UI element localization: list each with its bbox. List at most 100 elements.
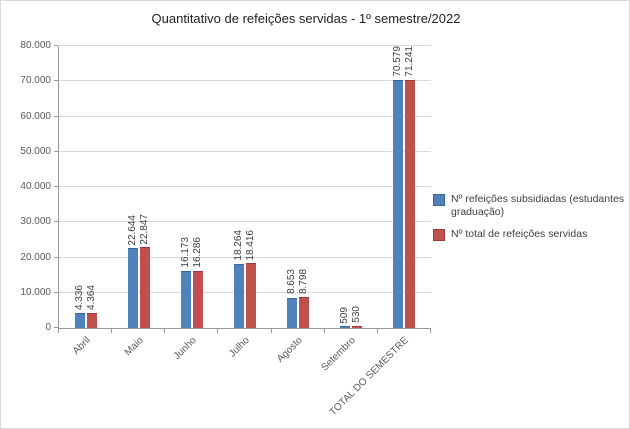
bar-group-junho: 16.173 16.286 xyxy=(165,46,218,328)
x-category-label: Maio xyxy=(122,335,146,359)
bar-value-label: 530 xyxy=(351,306,363,324)
y-tick-mark xyxy=(54,80,58,82)
x-category-label: Junho xyxy=(171,335,199,363)
bar-group-maio: 22.644 22.847 xyxy=(112,46,165,328)
bar-series1 xyxy=(287,297,298,328)
x-category-label: Setembro xyxy=(319,335,359,374)
x-tick-mark xyxy=(270,329,272,333)
y-tick-label: 60.000 xyxy=(20,110,51,122)
bar-series1 xyxy=(74,312,85,328)
x-axis-labels: Abril Maio Junho Julho Agosto Setembro TOTAL D… xyxy=(58,335,430,427)
bar-value-label: 70.579 xyxy=(392,46,404,77)
y-tick-mark xyxy=(54,45,58,46)
bar-value-label: 4.364 xyxy=(85,284,97,310)
chart-title: Quantitativo de refeições servidas - 1º … xyxy=(151,11,461,26)
bar-group-julho: 18.264 18.416 xyxy=(218,46,271,328)
bar-value-label: 71.241 xyxy=(404,46,416,77)
x-tick-mark xyxy=(58,329,59,333)
gridline xyxy=(59,150,431,152)
bar-series2 xyxy=(405,79,416,328)
y-tick-mark xyxy=(54,221,58,223)
bar-series1 xyxy=(127,248,138,328)
x-category-label: Agosto xyxy=(275,335,305,365)
legend-swatch-series2 xyxy=(433,229,445,242)
bar-value-label: 4.336 xyxy=(73,284,85,310)
gridline xyxy=(59,186,431,187)
legend-item-series2: Nº total de refeições servidas xyxy=(433,228,625,242)
bar-series2 xyxy=(139,247,150,328)
bar-group-agosto: 8.653 8.798 xyxy=(272,46,325,328)
x-tick-mark xyxy=(323,329,325,333)
y-tick-mark xyxy=(54,327,58,328)
x-tick-mark xyxy=(111,329,113,333)
bar-wrap: 71.241 xyxy=(404,46,416,328)
gridline xyxy=(59,221,431,223)
bar-series2 xyxy=(192,270,203,328)
plot-area: 4.336 4.364 22.644 22.847 16.173 16.286 18.264… xyxy=(58,45,431,329)
x-tick-mark xyxy=(376,329,378,333)
bar-value-label: 18.416 xyxy=(244,229,256,261)
legend-swatch-series1 xyxy=(433,194,445,206)
x-category-label: Abril xyxy=(70,335,93,357)
bar-value-label: 8.798 xyxy=(298,268,310,294)
legend-label: Nº refeições subsidiadas (estudantes gra… xyxy=(451,193,625,219)
y-axis-labels: 0 10.000 20.000 30.000 40.000 50.000 60.000 70.… xyxy=(1,41,51,333)
bar-wrap: 530 xyxy=(351,46,363,328)
bar-value-label: 8.653 xyxy=(286,269,298,295)
bar-series2 xyxy=(86,312,97,328)
y-tick-mark xyxy=(54,186,58,187)
x-tick-mark xyxy=(430,329,431,333)
gridline xyxy=(59,115,431,117)
bar-series2 xyxy=(245,263,256,328)
gridline xyxy=(59,80,431,82)
bar-value-label: 16.286 xyxy=(191,237,203,268)
y-tick-label: 0 xyxy=(45,322,51,333)
bar-wrap: 16.286 xyxy=(191,46,203,328)
bar-wrap: 22.644 xyxy=(126,46,138,328)
y-tick-label: 10.000 xyxy=(20,286,51,298)
bar-groups: 4.336 4.364 22.644 22.847 16.173 16.286 18.264… xyxy=(59,46,431,328)
y-axis-ticks xyxy=(54,45,58,328)
bar-wrap: 18.264 xyxy=(232,46,244,328)
bar-wrap: 4.336 xyxy=(73,46,85,328)
y-tick-mark xyxy=(54,115,58,117)
y-tick-label: 70.000 xyxy=(20,75,51,87)
bar-wrap: 18.416 xyxy=(244,46,256,328)
y-tick-label: 20.000 xyxy=(20,251,51,263)
gridline xyxy=(59,256,431,258)
y-tick-label: 30.000 xyxy=(20,216,51,228)
bar-wrap: 16.173 xyxy=(179,46,191,328)
bar-value-label: 22.644 xyxy=(126,214,138,246)
legend-item-series1: Nº refeições subsidiadas (estudantes gra… xyxy=(433,193,625,219)
y-tick-label: 80.000 xyxy=(20,40,51,51)
legend: Nº refeições subsidiadas (estudantes gra… xyxy=(433,193,625,250)
y-tick-mark xyxy=(54,150,58,152)
x-tick-mark xyxy=(217,329,219,333)
bar-value-label: 22.847 xyxy=(138,213,150,245)
bar-value-label: 18.264 xyxy=(232,230,244,261)
bar-series1 xyxy=(393,79,404,328)
bar-wrap: 8.653 xyxy=(286,46,298,328)
y-tick-mark xyxy=(54,256,58,258)
bar-value-label: 509 xyxy=(339,306,351,324)
gridline xyxy=(59,45,431,46)
x-axis-ticks xyxy=(58,329,431,333)
bar-wrap: 22.847 xyxy=(138,46,150,328)
bar-value-label: 16.173 xyxy=(179,237,191,268)
bar-wrap: 70.579 xyxy=(392,46,404,328)
bar-group-abril: 4.336 4.364 xyxy=(59,46,112,328)
legend-label: Nº total de refeições servidas xyxy=(451,228,588,241)
bar-series1 xyxy=(233,263,244,328)
y-tick-mark xyxy=(54,291,58,293)
gridline xyxy=(59,291,431,293)
bar-wrap: 4.364 xyxy=(85,46,97,328)
bar-series2 xyxy=(299,297,310,328)
bar-wrap: 8.798 xyxy=(298,46,310,328)
x-tick-mark xyxy=(164,329,166,333)
bar-series1 xyxy=(340,326,351,328)
bar-wrap: 509 xyxy=(339,46,351,328)
y-tick-label: 50.000 xyxy=(20,145,51,157)
bar-series1 xyxy=(180,271,191,328)
bar-group-setembro: 509 530 xyxy=(325,46,378,328)
bar-group-total-do-semestre: 70.579 71.241 xyxy=(378,46,431,328)
